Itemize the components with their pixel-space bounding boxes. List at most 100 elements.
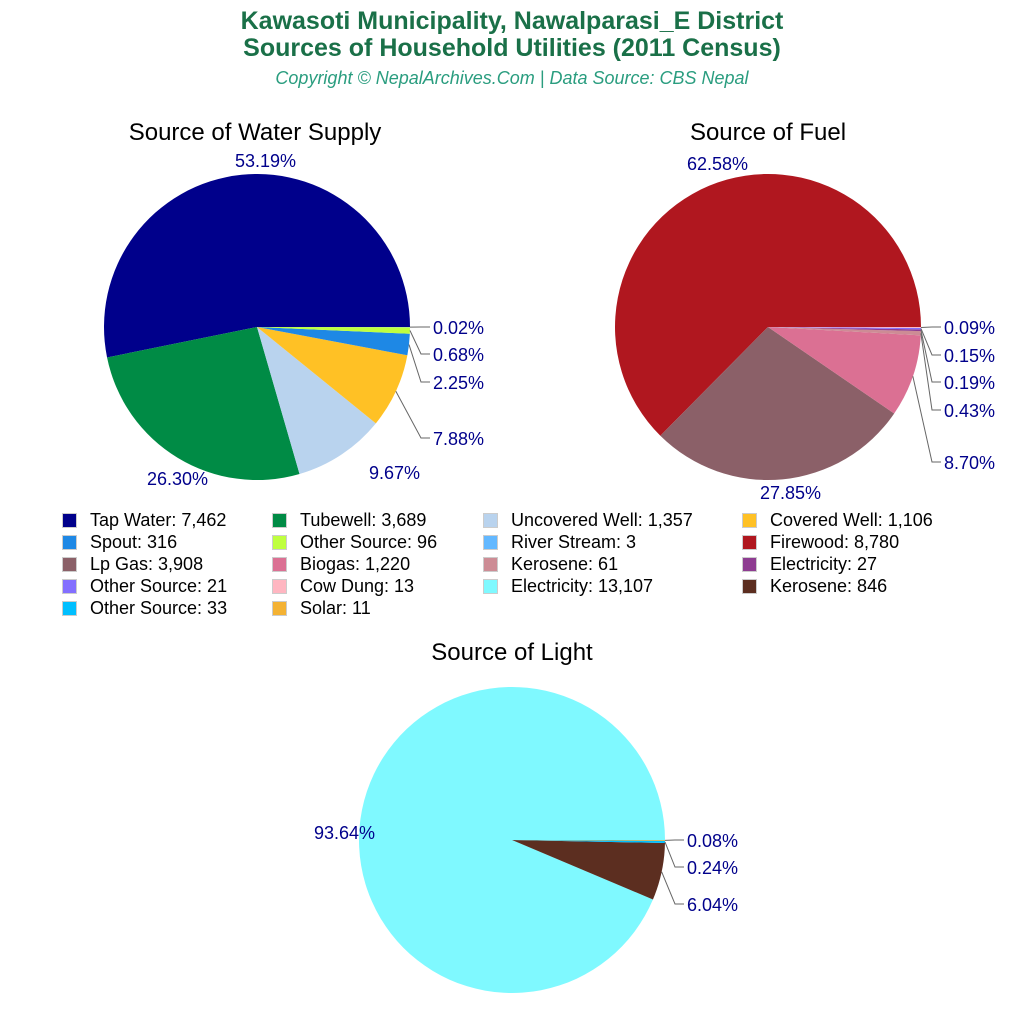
pie-slice: [107, 327, 300, 480]
legend-label: River Stream: 3: [511, 532, 637, 552]
legend-item: Lp Gas: 3,908: [62, 553, 203, 575]
pie-slice: [768, 327, 921, 332]
legend-label: Uncovered Well: 1,357: [511, 510, 693, 530]
legend-swatch: [62, 557, 77, 572]
legend-label: Other Source: 21: [90, 576, 228, 596]
legend-swatch: [62, 535, 77, 550]
legend-item: Tubewell: 3,689: [272, 509, 426, 531]
slice-label: 0.24%: [687, 858, 738, 878]
slice-label: 2.25%: [433, 373, 484, 393]
legend-swatch: [272, 513, 287, 528]
copyright-text: Copyright © NepalArchives.Com | Data Sou…: [275, 68, 749, 88]
legend-item: Spout: 316: [62, 531, 177, 553]
legend-item: Tap Water: 7,462: [62, 509, 226, 531]
legend-item: Biogas: 1,220: [272, 553, 410, 575]
pie-slice: [257, 327, 410, 334]
slice-label: 93.64%: [314, 823, 375, 843]
legend-label: Lp Gas: 3,908: [90, 554, 204, 574]
pie-slice: [257, 327, 410, 356]
slice-label: 0.15%: [944, 346, 995, 366]
legend-swatch: [742, 513, 757, 528]
slice-label: 0.09%: [944, 318, 995, 338]
legend-item: Electricity: 27: [742, 553, 877, 575]
legend-item: Uncovered Well: 1,357: [483, 509, 693, 531]
slice-label: 9.67%: [369, 463, 420, 483]
pie-slice: [257, 327, 408, 424]
leader-line: [920, 328, 941, 356]
pie-slice: [512, 840, 665, 900]
legend-label: Solar: 11: [300, 598, 371, 618]
leader-line: [664, 841, 684, 868]
slice-label: 26.30%: [147, 469, 208, 489]
legend-label: Firewood: 8,780: [770, 532, 900, 552]
leader-line: [912, 376, 941, 463]
legend-label: Kerosene: 61: [511, 554, 619, 574]
slice-label: 0.43%: [944, 401, 995, 421]
pie-slice: [614, 173, 921, 436]
slice-label: 62.58%: [687, 154, 748, 174]
pie-title: Source of Light: [431, 639, 593, 666]
pie-title: Source of Water Supply: [129, 119, 382, 146]
pie-2: 93.64% 6.04% 0.24% 0.08% Source of Light: [314, 639, 738, 993]
pie-slice: [768, 327, 921, 328]
legend-item: Other Source: 21: [62, 575, 227, 597]
legend-swatch: [483, 513, 498, 528]
leader-line: [920, 333, 941, 411]
legend-label: Other Source: 96: [300, 532, 438, 552]
legend-label: Kerosene: 846: [770, 576, 888, 596]
legend-swatch: [62, 579, 77, 594]
legend-item: Solar: 11: [272, 597, 371, 619]
pie-slice: [768, 327, 921, 414]
slice-label: 0.68%: [433, 345, 484, 365]
pie-slice: [512, 840, 665, 844]
legend-label: Electricity: 27: [770, 554, 878, 574]
legend-label: Other Source: 33: [90, 598, 228, 618]
pie-slice: [768, 327, 921, 336]
legend-swatch: [742, 557, 757, 572]
slice-label: 0.02%: [433, 318, 484, 338]
slice-label: 8.70%: [944, 453, 995, 473]
legend-label: Spout: 316: [90, 532, 178, 552]
legend-item: Firewood: 8,780: [742, 531, 899, 553]
pie-slice: [103, 174, 410, 358]
pie-title: Source of Fuel: [690, 119, 846, 146]
legend-swatch: [742, 579, 757, 594]
pie-slice: [768, 327, 921, 330]
slice-label: 7.88%: [433, 429, 484, 449]
legend-item: Other Source: 33: [62, 597, 227, 619]
legend-swatch: [272, 601, 287, 616]
legend-label: Tubewell: 3,689: [300, 510, 427, 530]
legend-swatch: [483, 557, 498, 572]
slice-label: 53.19%: [235, 151, 296, 171]
legend-label: Tap Water: 7,462: [90, 510, 227, 530]
legend-item: Kerosene: 846: [742, 575, 887, 597]
legend-swatch: [62, 601, 77, 616]
legend-item: Kerosene: 61: [483, 553, 618, 575]
legend-item: Electricity: 13,107: [483, 575, 653, 597]
pie-slice: [257, 327, 376, 474]
leader-line: [395, 391, 430, 439]
pie-slice: [512, 840, 665, 841]
chart-subtitle: Sources of Household Utilities (2011 Cen…: [243, 34, 781, 62]
legend-swatch: [272, 535, 287, 550]
legend-swatch: [272, 557, 287, 572]
leader-line: [920, 330, 941, 383]
pie-slice: [660, 327, 895, 480]
slice-label: 27.85%: [760, 483, 821, 503]
legend-label: Covered Well: 1,106: [770, 510, 933, 530]
legend-swatch: [62, 513, 77, 528]
legend-swatch: [483, 535, 498, 550]
pie-0: 53.19% 26.30% 9.67% 7.88% 2.25% 0.68% 0.02% Sou…: [103, 119, 484, 489]
leader-line: [408, 344, 430, 383]
legend-label: Biogas: 1,220: [300, 554, 411, 574]
legend-item: River Stream: 3: [483, 531, 636, 553]
legend-label: Electricity: 13,107: [511, 576, 654, 596]
legend-label: Cow Dung: 13: [300, 576, 415, 596]
slice-label: 0.19%: [944, 373, 995, 393]
legend-item: Cow Dung: 13: [272, 575, 414, 597]
pie-1: 62.58% 27.85% 8.70% 0.43% 0.19% 0.15% 0.09% Sou…: [614, 119, 995, 503]
chart-title: Kawasoti Municipality, Nawalparasi_E Dis…: [240, 7, 784, 35]
leader-line: [409, 330, 430, 355]
legend-swatch: [272, 579, 287, 594]
